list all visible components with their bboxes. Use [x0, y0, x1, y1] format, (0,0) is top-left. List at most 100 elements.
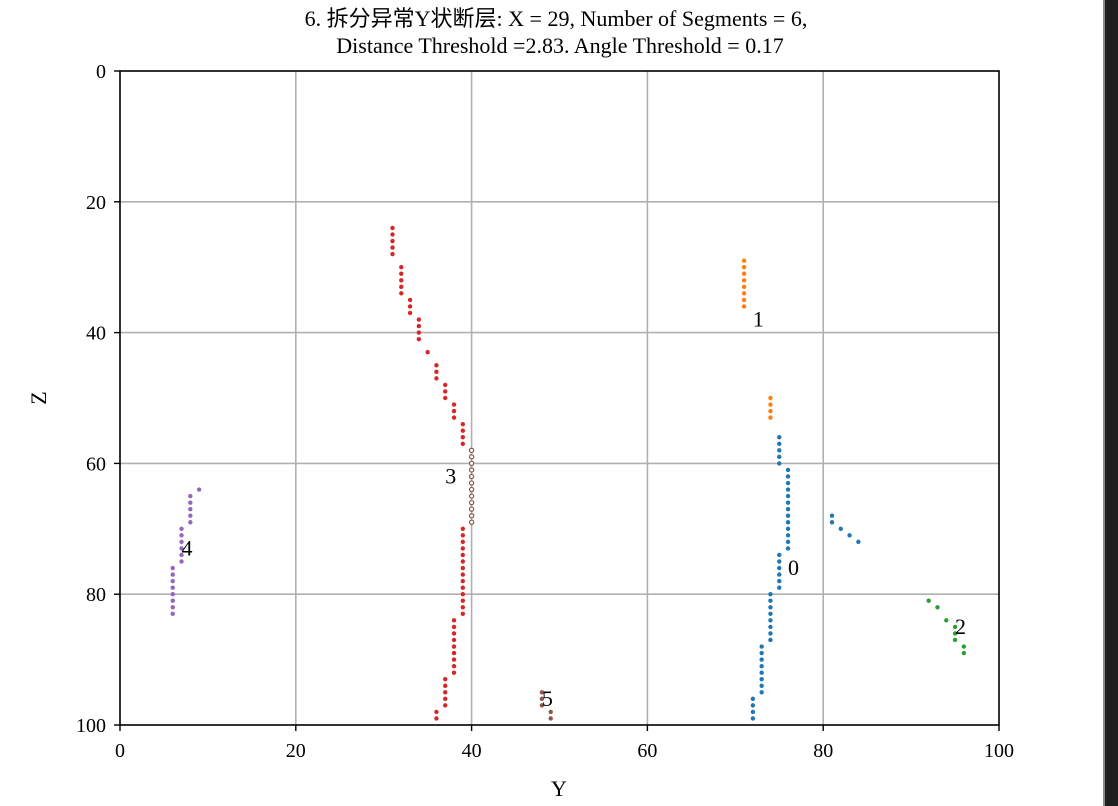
- data-point: [847, 533, 852, 538]
- data-point: [188, 513, 193, 518]
- data-point: [399, 291, 404, 296]
- data-point: [170, 592, 175, 597]
- extra-series-0-points: [468, 447, 475, 525]
- data-point: [759, 663, 764, 669]
- data-point: [416, 336, 422, 342]
- data-point: [460, 533, 466, 538]
- data-point: [179, 552, 184, 558]
- data-point: [768, 395, 773, 401]
- data-point: [460, 592, 466, 597]
- data-point: [468, 499, 475, 506]
- data-point: [170, 572, 175, 577]
- data-point: [188, 520, 193, 525]
- data-point: [407, 304, 413, 309]
- segment-label-0: 0: [788, 555, 799, 580]
- data-point: [399, 271, 404, 276]
- series-4-points: [170, 487, 202, 617]
- data-point: [468, 454, 475, 460]
- data-point: [451, 402, 457, 407]
- data-point: [460, 552, 466, 558]
- data-point: [451, 670, 457, 675]
- data-point: [460, 611, 466, 617]
- data-point: [179, 539, 184, 545]
- data-point: [777, 461, 782, 466]
- data-point: [539, 696, 545, 702]
- data-point: [777, 559, 782, 564]
- data-point: [768, 592, 773, 597]
- data-point: [460, 598, 466, 603]
- data-point: [785, 533, 791, 538]
- data-point: [179, 533, 184, 538]
- chart-title-line-1: 6. 拆分异常Y状断层: X = 29, Number of Segments …: [305, 6, 808, 31]
- data-point: [460, 526, 466, 531]
- data-point: [460, 435, 466, 440]
- data-point: [750, 709, 756, 715]
- data-point: [741, 297, 747, 303]
- series-3-points: [390, 225, 466, 721]
- data-point: [460, 421, 466, 427]
- data-point: [460, 572, 466, 577]
- data-point: [468, 460, 475, 467]
- x-tick-label: 80: [813, 740, 833, 762]
- data-point: [961, 644, 967, 649]
- data-point: [451, 624, 457, 630]
- data-point: [460, 605, 466, 610]
- data-point: [451, 618, 457, 623]
- y-tick-label: 80: [86, 584, 106, 606]
- chart-title-line-2: Distance Threshold =2.83. Angle Threshol…: [336, 33, 783, 58]
- data-point: [777, 448, 782, 453]
- segment-labels-layer: 0 1 2 3 4 5: [182, 307, 967, 711]
- segment-label-4: 4: [182, 535, 193, 560]
- data-point: [777, 435, 782, 440]
- data-point: [460, 565, 466, 571]
- data-point: [451, 657, 457, 662]
- data-point: [434, 716, 439, 721]
- y-axis-label: Z: [26, 391, 51, 404]
- data-point: [952, 631, 958, 636]
- data-point: [443, 382, 448, 388]
- data-point: [785, 546, 791, 551]
- data-point: [468, 519, 475, 525]
- data-point: [390, 245, 395, 250]
- data-point: [451, 631, 457, 636]
- data-point: [443, 395, 448, 401]
- data-point: [741, 258, 747, 263]
- data-point: [443, 690, 448, 695]
- points-layer: [170, 225, 967, 721]
- series-0-points: [750, 435, 861, 721]
- data-point: [390, 251, 395, 257]
- data-point: [759, 677, 764, 682]
- data-point: [829, 520, 835, 525]
- data-point: [196, 487, 202, 492]
- data-point: [468, 486, 475, 493]
- data-point: [785, 539, 791, 545]
- data-point: [829, 513, 835, 518]
- data-point: [539, 703, 545, 708]
- data-point: [759, 650, 764, 656]
- y-tick-label: 20: [86, 192, 106, 214]
- data-point: [390, 225, 395, 231]
- data-point: [468, 447, 475, 454]
- data-point: [179, 526, 184, 531]
- data-point: [768, 598, 773, 603]
- data-point: [399, 265, 404, 270]
- data-point: [170, 565, 175, 571]
- axes-frame: [119, 70, 1000, 726]
- data-point: [759, 657, 764, 662]
- data-point: [170, 578, 175, 584]
- data-point: [759, 670, 764, 675]
- data-point: [785, 506, 791, 512]
- data-point: [434, 369, 439, 375]
- data-point: [468, 506, 475, 512]
- data-point: [741, 271, 747, 276]
- data-point: [468, 513, 475, 519]
- data-point: [759, 644, 764, 649]
- data-point: [768, 415, 773, 420]
- data-point: [926, 598, 931, 603]
- data-point: [539, 690, 545, 695]
- data-point: [460, 585, 466, 590]
- data-point: [768, 402, 773, 407]
- data-point: [777, 552, 782, 558]
- data-point: [777, 578, 782, 584]
